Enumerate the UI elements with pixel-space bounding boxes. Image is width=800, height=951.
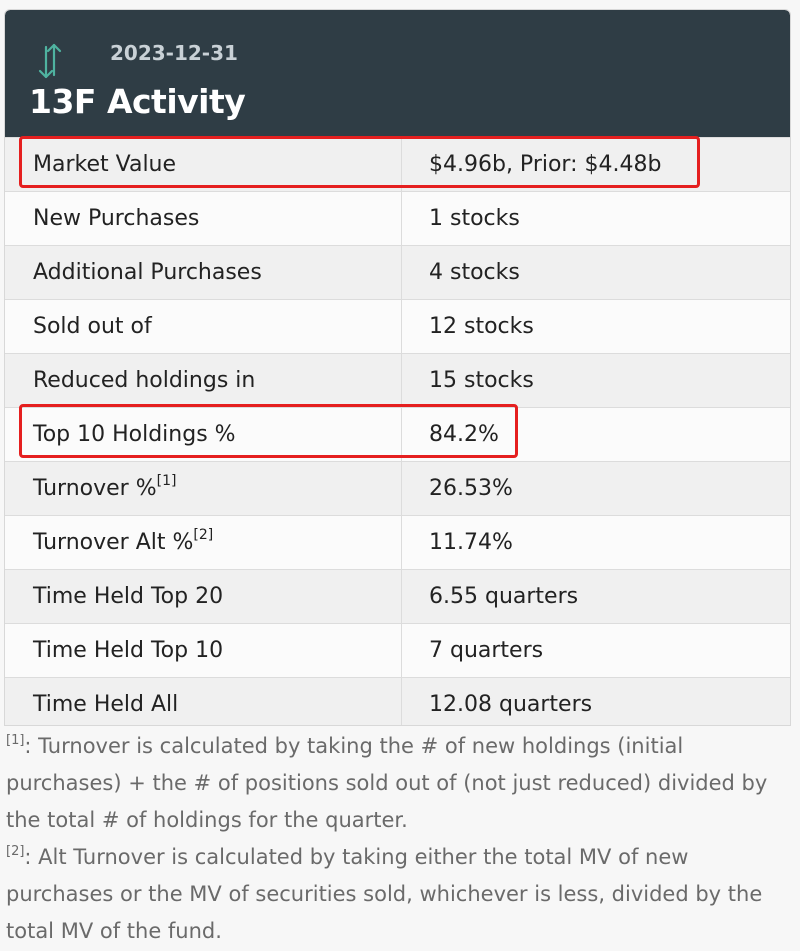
row-label: New Purchases	[5, 191, 402, 246]
footnote-mark: [1]	[6, 733, 25, 748]
activity-table: Market Value $4.96b, Prior: $4.48b New P…	[5, 137, 790, 725]
row-value: 11.74%	[401, 515, 790, 570]
row-value: 12 stocks	[401, 299, 790, 354]
row-value: 84.2%	[401, 407, 790, 462]
row-label: Additional Purchases	[5, 245, 402, 300]
table-row: Additional Purchases 4 stocks	[5, 245, 790, 300]
footnote-ref[interactable]: [2]	[193, 527, 214, 543]
footnote-1: [1]: Turnover is calculated by taking th…	[6, 728, 792, 839]
activity-card: 2023-12-31 13F Activity Market Value $4.…	[4, 9, 791, 726]
row-label: Time Held All	[5, 677, 402, 725]
footnote-text: : Turnover is calculated by taking the #…	[6, 734, 768, 832]
table-row: Time Held Top 20 6.55 quarters	[5, 569, 790, 624]
table-row: Time Held Top 10 7 quarters	[5, 623, 790, 678]
row-label: Turnover Alt %[2]	[5, 515, 402, 570]
row-label: Top 10 Holdings %	[5, 407, 402, 462]
footnote-2: [2]: Alt Turnover is calculated by takin…	[6, 839, 792, 950]
row-value: 7 quarters	[401, 623, 790, 678]
table-row: Top 10 Holdings % 84.2%	[5, 407, 790, 462]
table-row: New Purchases 1 stocks	[5, 191, 790, 246]
row-value: 4 stocks	[401, 245, 790, 300]
row-label: Time Held Top 20	[5, 569, 402, 624]
row-label: Turnover %[1]	[5, 461, 402, 516]
page-title: 13F Activity	[29, 82, 246, 121]
table-row: Turnover Alt %[2] 11.74%	[5, 515, 790, 570]
row-label: Reduced holdings in	[5, 353, 402, 408]
row-value: 1 stocks	[401, 191, 790, 246]
footnote-ref[interactable]: [1]	[156, 473, 177, 489]
card-header: 2023-12-31 13F Activity	[5, 10, 790, 137]
table-row: Turnover %[1] 26.53%	[5, 461, 790, 516]
row-label: Market Value	[5, 137, 402, 192]
row-value: 15 stocks	[401, 353, 790, 408]
table-row: Sold out of 12 stocks	[5, 299, 790, 354]
row-value: 12.08 quarters	[401, 677, 790, 725]
table-row: Time Held All 12.08 quarters	[5, 677, 790, 725]
table-row: Market Value $4.96b, Prior: $4.48b	[5, 137, 790, 192]
footnotes: [1]: Turnover is calculated by taking th…	[6, 728, 792, 950]
report-date: 2023-12-31	[110, 41, 238, 65]
table-row: Reduced holdings in 15 stocks	[5, 353, 790, 408]
row-label: Sold out of	[5, 299, 402, 354]
footnote-text: : Alt Turnover is calculated by taking e…	[6, 845, 763, 943]
row-label: Time Held Top 10	[5, 623, 402, 678]
footnote-mark: [2]	[6, 844, 25, 859]
row-value: $4.96b, Prior: $4.48b	[401, 137, 790, 192]
row-value: 26.53%	[401, 461, 790, 516]
row-value: 6.55 quarters	[401, 569, 790, 624]
up-down-arrows-icon	[38, 43, 62, 79]
